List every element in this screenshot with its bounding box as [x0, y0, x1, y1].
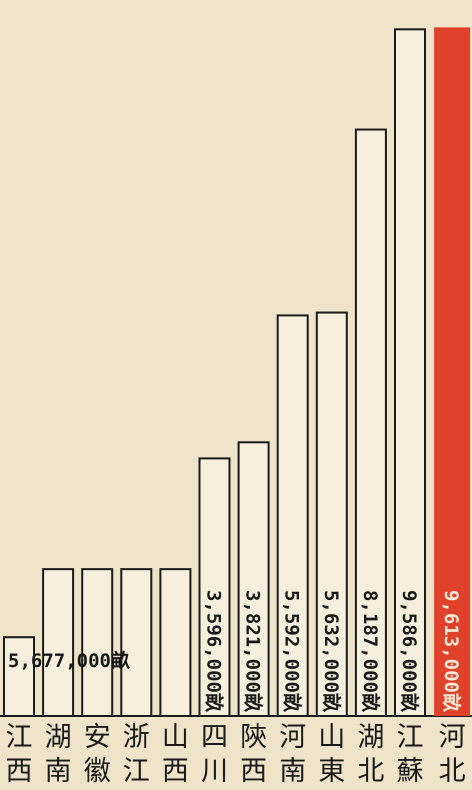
- bar-江西: [3, 636, 35, 718]
- bar-湖南: [42, 568, 75, 718]
- bar-陝西: [237, 441, 270, 717]
- category-label-湖北-1: 湖: [357, 722, 384, 753]
- value-label-江蘇: 9,586,000畝: [398, 590, 421, 713]
- bar-安徽: [81, 568, 114, 718]
- category-label-江西-2: 西: [6, 756, 33, 787]
- category-label-河南-1: 河: [279, 722, 306, 753]
- bar-山東: [315, 311, 348, 717]
- value-label-山東: 5,632,000畝: [320, 590, 343, 713]
- category-label-山西-1: 山: [162, 722, 189, 753]
- value-label-河南: 5,592,000畝: [281, 590, 304, 713]
- category-label-江蘇-1: 江: [397, 722, 424, 753]
- category-label-湖南-1: 湖: [45, 722, 72, 753]
- category-label-河北-1: 河: [439, 722, 466, 753]
- value-label-陝西: 3,821,000畝: [242, 590, 265, 713]
- category-label-陝西-1: 陝: [240, 722, 267, 753]
- category-label-山西-2: 西: [162, 756, 189, 787]
- bar-江蘇: [394, 28, 426, 717]
- bar-山西: [159, 568, 192, 718]
- category-label-四川-1: 四: [201, 722, 228, 753]
- category-label-江蘇-2: 蘇: [397, 756, 424, 787]
- category-label-江西-1: 江: [6, 722, 33, 753]
- bar-浙江: [120, 568, 153, 718]
- category-label-四川-2: 川: [201, 756, 228, 787]
- category-label-浙江-2: 江: [123, 756, 150, 787]
- category-label-浙江-1: 浙: [123, 722, 150, 753]
- bar-河南: [276, 314, 309, 717]
- category-label-安徽-1: 安: [84, 722, 111, 753]
- value-label-山西: 5,677,000畝: [8, 649, 131, 672]
- category-label-山東-2: 東: [318, 756, 345, 787]
- bar-湖北: [354, 128, 387, 718]
- category-label-山東-1: 山: [318, 722, 345, 753]
- value-label-四川: 3,596,000畝: [203, 590, 226, 713]
- value-label-湖北: 8,187,000畝: [359, 590, 382, 713]
- category-label-河南-2: 南: [279, 756, 306, 787]
- category-label-河北-2: 北: [439, 756, 466, 787]
- bar-河北: [434, 27, 471, 716]
- category-label-陝西-2: 西: [240, 756, 267, 787]
- category-label-湖南-2: 南: [45, 756, 72, 787]
- value-label-河北: 9,613,000畝: [440, 590, 463, 713]
- category-label-安徽-2: 徽: [84, 756, 111, 787]
- bar-四川: [198, 457, 231, 717]
- category-label-湖北-2: 北: [357, 756, 384, 787]
